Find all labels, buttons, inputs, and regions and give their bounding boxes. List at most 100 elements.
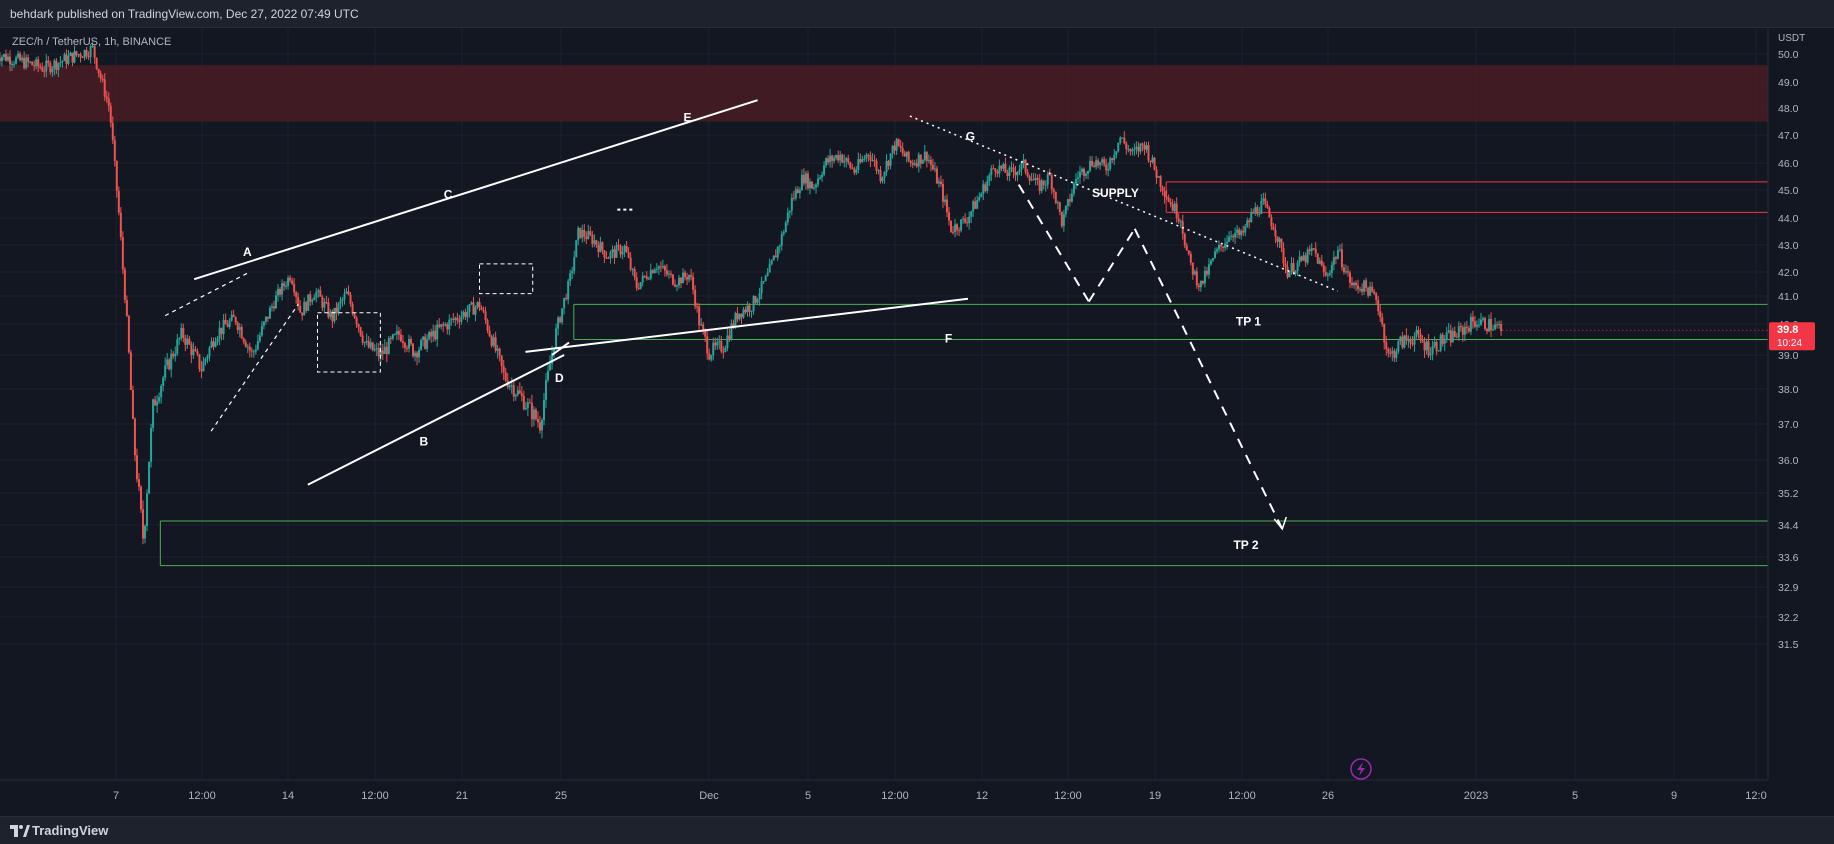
candle-body [583,229,586,237]
candle-body [37,59,40,67]
candle-body [1024,159,1027,172]
candle-body [895,139,898,151]
x-axis-ticks[interactable]: 7 12:00 14 12:00 21 25 Dec 5 12:00 12 12:00 19 12:00… [113,790,1767,802]
candle-body [1465,326,1468,328]
candle-body [39,66,42,68]
pattern-label-e: E [683,111,691,125]
candle-body [170,353,173,370]
candle-body [85,50,88,57]
candle-body [1385,342,1388,349]
candle-body [1072,183,1075,194]
candle-body [1119,137,1122,143]
candle-body [1453,331,1456,337]
candle-body [228,320,231,327]
upper-trendline [193,99,758,281]
candle-body [847,158,850,163]
candle-body [454,317,457,320]
candle-body [619,245,622,255]
candle-body [426,339,429,349]
candle-body [1322,265,1325,273]
candle-body [111,122,114,141]
candle-body [859,159,862,163]
candle-body [458,320,461,322]
candle-body [514,394,517,397]
candle-body [113,140,116,161]
candle-body [1097,160,1100,166]
candle-body [93,45,96,58]
candle-body [690,274,693,277]
candle-body [669,273,672,275]
candle-body [728,335,731,340]
candle-body [1314,248,1317,254]
candle-body [577,227,580,241]
candle-body [941,184,944,202]
candle-body [1481,318,1484,320]
candle-body [1020,163,1023,170]
candle-body [1486,328,1489,332]
candle-body [549,363,552,371]
candle-body [545,380,548,401]
candle-body [1439,334,1442,351]
candle-body [1103,159,1106,165]
candle-body [551,353,554,364]
candle-body [59,62,62,64]
candle-body [305,302,308,311]
candle-body [1441,334,1444,344]
candle-body [1268,207,1271,218]
candle-body [133,418,136,456]
candle-body [796,189,799,194]
candle-body [1280,238,1283,248]
candle-body [319,290,322,297]
symbol-label[interactable]: ZEC/h / TetherUS, 1h, BINANCE [12,36,171,48]
candle-body [1427,341,1430,356]
candle-body [137,479,140,487]
candle-body [559,317,562,323]
candle-body [1498,323,1501,325]
candle-body [1171,204,1174,211]
candle-body [649,270,652,279]
price-axis[interactable] [1768,28,1834,816]
candle-body [0,58,1,62]
candle-body [174,353,177,357]
candle-body [907,151,910,161]
candle-body [875,160,878,171]
candle-body [313,297,316,301]
candle-body [817,178,820,185]
price-chart[interactable]: A B C D E F G SUPPLY TP 1 TP 2 ZEC/h / TetherUS, … [0,28,1834,816]
candle-body [1230,235,1233,237]
candle-body [1070,193,1073,202]
candle-body [1326,274,1329,276]
candle-body [377,348,380,357]
candle-body [1477,324,1480,326]
lightning-icon[interactable] [1350,758,1372,780]
candle-body [746,305,749,313]
candle-body [29,61,32,63]
candle-body [1151,157,1154,163]
candle-body [661,266,664,268]
candle-body [774,255,777,258]
candle-body [1363,280,1366,292]
candle-body [256,341,259,350]
candle-body [1340,249,1343,268]
candle-body [1423,342,1426,351]
candle-body [1332,257,1335,265]
lower-trendline-right [525,297,969,353]
candle-body [827,158,830,163]
candle-body [744,309,747,313]
d-pivot-line [551,341,570,356]
candle-body [444,324,447,326]
publish-info: behdark published on TradingView.com, De… [10,7,359,21]
candle-body [815,184,818,188]
candle-body [972,201,975,212]
candle-body [1449,330,1452,343]
candle-body [61,61,64,63]
candle-body [750,310,753,312]
candle-body [526,402,529,408]
candle-body [220,327,223,334]
y-tick-label: 50.0 [1778,49,1799,61]
candle-body [19,53,22,61]
candle-body [943,199,946,202]
candle-body [248,346,251,351]
candle-body [1133,148,1136,151]
candle-body [1211,258,1214,261]
